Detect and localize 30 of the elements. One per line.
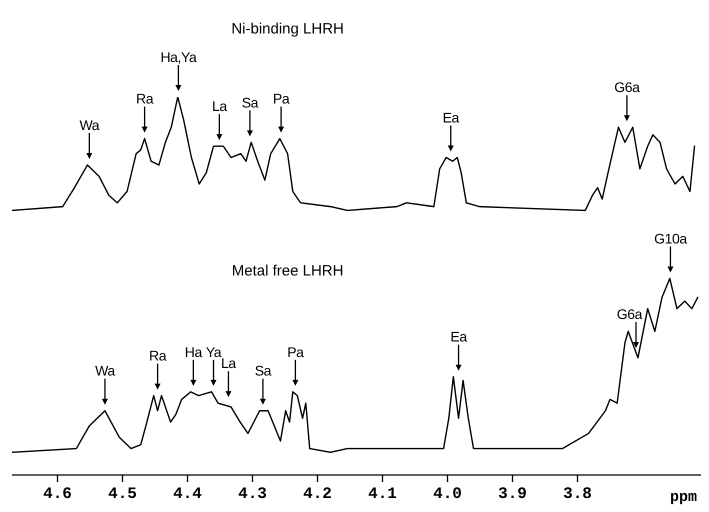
annotation: Ea	[450, 328, 468, 345]
text: Ni-binding LHRH	[231, 20, 344, 38]
x-tick-label: 4.5	[108, 485, 137, 503]
annotation: Sa	[242, 94, 259, 110]
annotation: Wa	[80, 117, 100, 134]
x-tick-label: 3.9	[498, 485, 527, 503]
annotation: G6a	[616, 306, 643, 322]
annotation: Ha,Ya	[160, 49, 197, 65]
x-tick-label: 4.6	[43, 485, 72, 503]
annotation: Ra	[136, 90, 154, 107]
x-tick-label: 4.0	[433, 485, 462, 503]
annotation: La	[212, 98, 228, 114]
annotation: Pa	[287, 344, 304, 360]
annotation: Ea	[442, 109, 460, 126]
x-tick-label: 4.1	[368, 485, 397, 503]
x-tick-label: 4.4	[173, 485, 202, 503]
annotation: La	[221, 355, 236, 372]
annotation: Sa	[254, 362, 272, 379]
x-axis-title: ppm	[670, 489, 697, 506]
x-tick-label: 3.8	[563, 485, 592, 503]
annotation: Ha	[184, 344, 203, 360]
x-tick-label: 4.3	[238, 485, 267, 503]
annotation: Wa	[95, 362, 116, 379]
annotation: G10a	[654, 230, 688, 246]
annotation: Metal free LHRH	[232, 262, 344, 280]
annotation: Ra	[149, 348, 167, 364]
annotation: G6a	[614, 79, 640, 96]
annotation: Pa	[272, 90, 290, 107]
x-tick-label: 4.2	[303, 485, 332, 503]
annotation: Ya	[206, 344, 222, 360]
